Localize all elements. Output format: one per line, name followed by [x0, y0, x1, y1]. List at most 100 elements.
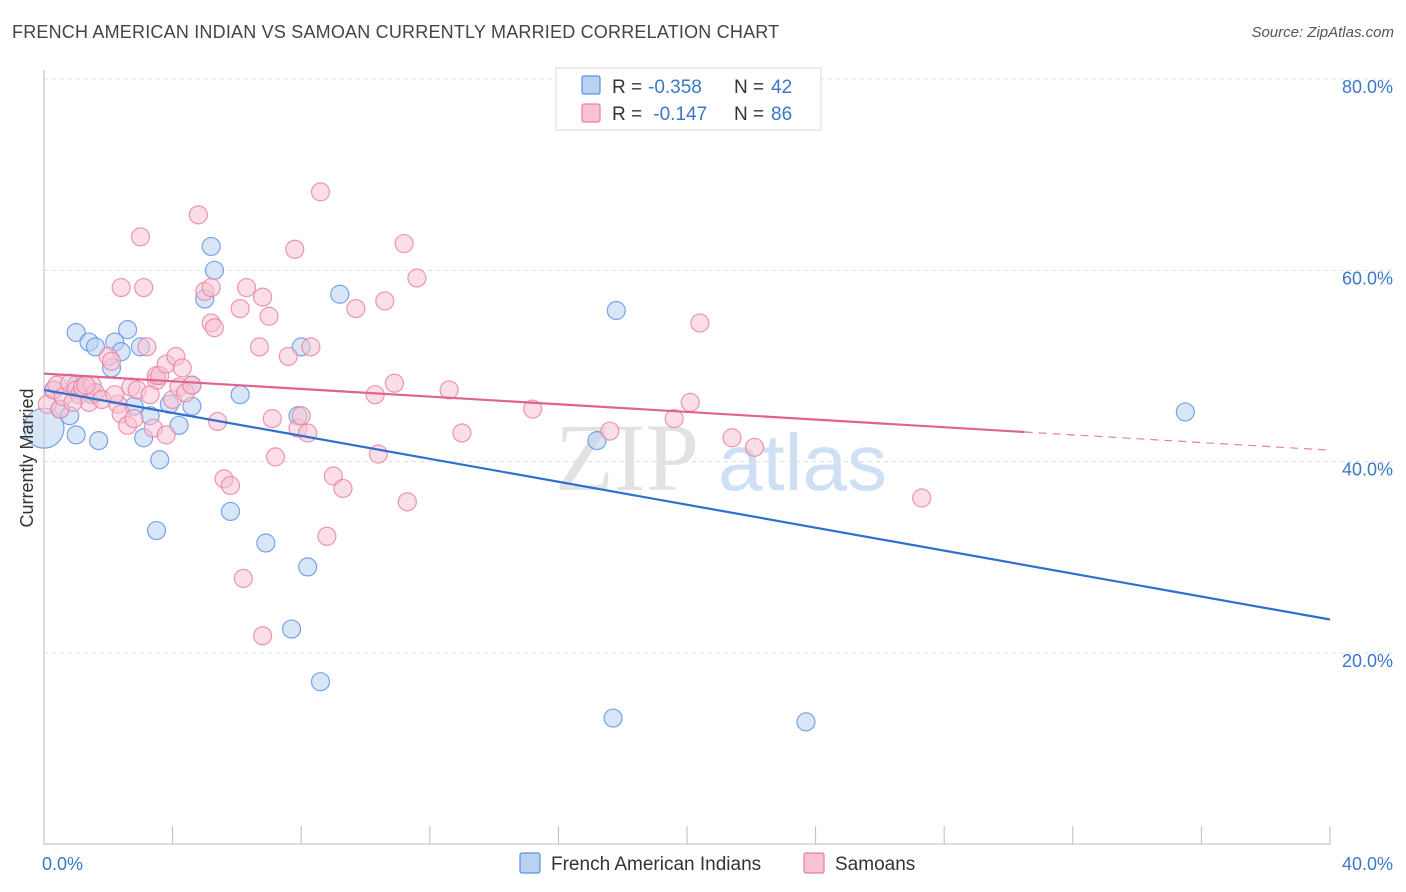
point-blue-33: [298, 557, 318, 577]
point-pink-52: [262, 409, 282, 429]
point-pink-22: [134, 277, 154, 298]
legend-r-value-2: -0.147: [648, 104, 707, 125]
point-pink-82: [105, 385, 125, 405]
watermark-atlas: atlas: [718, 418, 887, 507]
legend-swatch-pink: [581, 103, 601, 123]
point-pink-36: [182, 375, 202, 395]
point-pink-19: [124, 409, 144, 429]
legend-n-value-2: 86: [771, 104, 792, 125]
point-blue-38: [603, 708, 623, 728]
series-legend-swatch-pink: [803, 852, 825, 874]
x-tick-label-1: 40.0%: [1342, 854, 1393, 874]
point-pink-41: [204, 318, 224, 338]
point-pink-77: [680, 392, 700, 412]
point-pink-76: [664, 409, 684, 429]
point-pink-47: [236, 277, 257, 298]
point-pink-84: [63, 392, 83, 412]
point-blue-8: [85, 337, 106, 357]
y-tick-label-3: 80.0%: [1342, 77, 1393, 97]
point-pink-23: [111, 277, 131, 298]
point-blue-40: [1175, 402, 1195, 422]
axes: 20.0% 40.0% 60.0% 80.0% 0.0% 40.0%: [42, 70, 1393, 874]
y-tick-label-1: 40.0%: [1342, 460, 1393, 480]
point-blue-9: [89, 431, 109, 451]
point-blue-36: [587, 431, 607, 451]
point-blue-30: [281, 619, 302, 639]
trend-line-blue: [43, 388, 1331, 621]
series-legend-label-1: French American Indians: [551, 854, 761, 875]
point-pink-80: [744, 437, 765, 457]
point-pink-46: [233, 568, 253, 588]
point-blue-6: [66, 322, 86, 343]
point-pink-81: [912, 488, 932, 508]
point-blue-13: [117, 320, 138, 340]
legend-r-label-1: R =: [612, 77, 642, 98]
gridlines: [44, 78, 1392, 654]
point-pink-53: [265, 447, 286, 467]
legend-swatch-blue: [581, 75, 601, 95]
point-pink-21: [130, 227, 151, 247]
series-legend-label-2: Samoans: [835, 854, 915, 875]
point-pink-72: [439, 380, 459, 400]
point-blue-39: [796, 712, 816, 732]
point-pink-71: [407, 268, 427, 288]
point-blue-18: [146, 520, 167, 541]
y-tick-label-2: 60.0%: [1342, 268, 1393, 288]
point-pink-14: [101, 351, 122, 371]
series-legend: French American Indians Samoans: [519, 852, 915, 875]
point-pink-79: [722, 428, 742, 448]
series-legend-swatch-blue: [519, 852, 541, 874]
y-axis-label: Currently Married: [17, 388, 37, 527]
point-blue-25: [201, 236, 221, 257]
point-blue-37: [606, 300, 626, 321]
point-pink-58: [298, 423, 318, 443]
point-pink-54: [278, 346, 298, 367]
point-pink-68: [384, 373, 405, 393]
point-pink-73: [452, 423, 472, 443]
point-blue-27: [220, 501, 241, 522]
point-pink-24: [137, 337, 157, 357]
point-pink-57: [291, 406, 311, 426]
point-pink-75: [600, 421, 620, 441]
point-pink-37: [188, 205, 208, 225]
legend-n-label-2: N =: [734, 104, 764, 125]
point-pink-45: [230, 299, 250, 319]
point-pink-64: [346, 299, 366, 319]
stats-legend: R = -0.358 N = 42 R = -0.147 N = 86: [555, 67, 822, 131]
chart-source: Source: ZipAtlas.com: [1251, 24, 1394, 41]
x-tick-label-0: 0.0%: [42, 854, 83, 874]
point-pink-63: [333, 478, 353, 499]
point-blue-29: [256, 533, 276, 553]
legend-n-value-1: 42: [771, 77, 792, 98]
trend-line-pink: [43, 372, 1025, 434]
point-pink-61: [317, 526, 337, 546]
point-pink-59: [301, 337, 321, 357]
point-pink-74: [523, 399, 543, 419]
point-pink-49: [253, 287, 273, 307]
point-pink-51: [259, 306, 279, 326]
y-tick-label-0: 20.0%: [1342, 651, 1393, 671]
legend-n-label-1: N =: [734, 77, 764, 98]
point-blue-26: [204, 260, 224, 280]
point-pink-44: [220, 475, 241, 496]
chart-title: FRENCH AMERICAN INDIAN VS SAMOAN CURRENT…: [12, 22, 780, 42]
legend-r-value-1: -0.358: [648, 77, 702, 98]
point-pink-34: [172, 358, 192, 378]
point-pink-48: [249, 337, 270, 357]
point-pink-83: [76, 375, 96, 395]
point-pink-70: [397, 492, 417, 512]
point-pink-39: [201, 277, 221, 298]
data-points: [23, 182, 1195, 732]
trend-line-pink-dashed: [1024, 431, 1331, 451]
point-pink-69: [394, 233, 414, 254]
point-pink-50: [253, 626, 273, 646]
point-blue-34: [310, 672, 331, 692]
legend-r-label-2: R =: [612, 104, 642, 125]
point-pink-60: [310, 182, 331, 202]
point-pink-78: [690, 313, 710, 333]
point-pink-30: [156, 425, 176, 445]
point-blue-19: [150, 450, 170, 470]
point-blue-28: [230, 385, 250, 405]
trend-lines: [43, 372, 1331, 621]
